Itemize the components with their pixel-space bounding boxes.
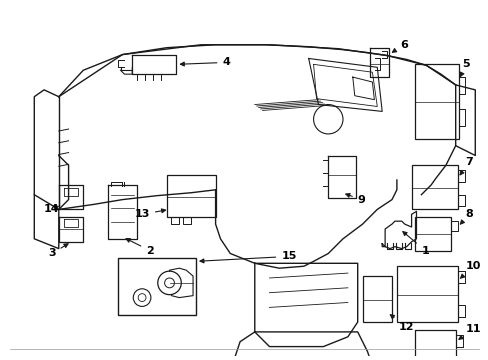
Bar [411,165,457,210]
Bar [166,175,215,217]
Text: 3: 3 [48,244,68,258]
Bar [414,330,455,360]
Text: 11: 11 [458,324,480,339]
Bar [414,217,450,251]
Text: 1: 1 [402,231,428,256]
Text: 6: 6 [391,40,407,52]
Text: 2: 2 [126,239,154,256]
Bar [396,266,457,322]
Text: 10: 10 [460,261,480,278]
Text: 12: 12 [389,315,413,332]
Bar [362,276,391,322]
Text: 7: 7 [459,157,472,175]
Text: 9: 9 [345,194,365,204]
Text: 5: 5 [459,59,469,76]
Text: 15: 15 [200,251,296,263]
Text: 4: 4 [180,57,230,67]
Bar [414,64,458,139]
Text: 14: 14 [44,204,60,215]
Text: 13: 13 [134,209,165,219]
Bar [117,258,196,315]
Text: 8: 8 [459,209,472,224]
